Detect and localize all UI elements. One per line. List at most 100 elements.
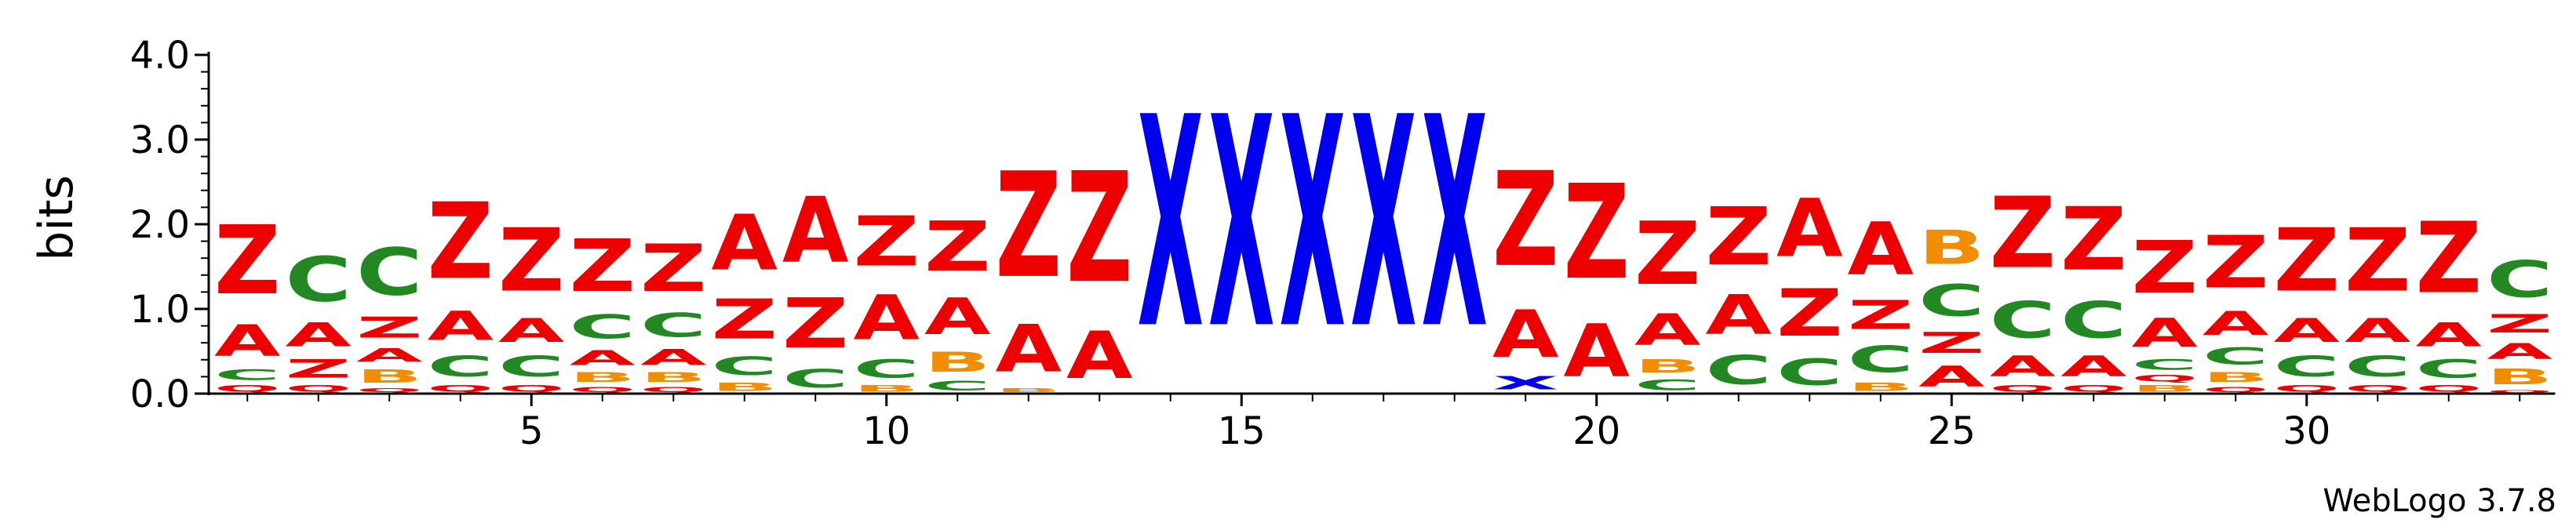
- glyph-c-pos-25: C: [1918, 275, 1984, 325]
- svg-text:A: A: [2203, 305, 2269, 343]
- glyph-b-pos-24: B: [1848, 381, 1914, 394]
- glyph-z-pos-28: Z: [2132, 225, 2198, 310]
- glyph-z-pos-19: Z: [1492, 144, 1559, 296]
- glyph-b-pos-25: B: [1918, 220, 1984, 275]
- glyph-layer: QCAZQZACQBAZCQCAZQCAZQBACZQBACZBCZACZABC…: [214, 56, 2553, 394]
- glyph-z-pos-7: Z: [640, 231, 706, 307]
- glyph-q-pos-2: Q: [286, 383, 352, 394]
- glyph-a-pos-13: A: [1066, 318, 1132, 394]
- glyph-a-pos-33: A: [2487, 339, 2553, 364]
- glyph-c-pos-33: C: [2487, 250, 2552, 309]
- svg-text:Q: Q: [2345, 383, 2410, 394]
- glyph-a-pos-25: A: [1918, 360, 1984, 394]
- glyph-z-pos-5: Z: [498, 209, 564, 311]
- svg-text:Q: Q: [1990, 383, 2056, 394]
- svg-text:Z: Z: [1706, 191, 1772, 283]
- glyph-a-pos-26: A: [1990, 350, 2056, 383]
- glyph-q-pos-30: Q: [2274, 383, 2340, 394]
- glyph-x-pos-15: X: [1208, 56, 1274, 394]
- y-tick-label: 2.0: [130, 203, 190, 247]
- svg-text:C: C: [286, 245, 352, 316]
- svg-text:Z: Z: [2132, 225, 2198, 310]
- glyph-c-pos-24: C: [1848, 339, 1915, 381]
- svg-text:B: B: [1918, 220, 1984, 275]
- svg-text:A: A: [996, 311, 1062, 387]
- glyph-a-pos-32: A: [2416, 316, 2483, 354]
- svg-text:C: C: [498, 350, 565, 383]
- glyph-a-pos-10: A: [854, 283, 920, 354]
- svg-text:Z: Z: [854, 202, 920, 282]
- glyph-x-pos-19: X: [1492, 372, 1558, 394]
- glyph-z-pos-4: Z: [428, 181, 494, 303]
- svg-text:Q: Q: [570, 385, 636, 394]
- svg-text:A: A: [1776, 182, 1843, 274]
- glyph-a-pos-9: A: [782, 179, 849, 284]
- glyph-q-pos-33: Q: [2487, 390, 2552, 394]
- svg-text:X: X: [1492, 372, 1558, 394]
- glyph-a-pos-27: A: [2060, 350, 2126, 383]
- glyph-q-pos-29: Q: [2203, 385, 2268, 394]
- glyph-z-pos-21: Z: [1634, 203, 1700, 305]
- glyph-z-pos-11: Z: [924, 207, 990, 287]
- glyph-x-pos-17: X: [1350, 56, 1416, 394]
- svg-text:A: A: [924, 288, 990, 347]
- svg-text:A: A: [712, 200, 778, 289]
- svg-text:B: B: [356, 365, 422, 387]
- svg-text:B: B: [640, 370, 706, 385]
- svg-text:Z: Z: [782, 284, 848, 364]
- svg-text:C: C: [2060, 291, 2126, 350]
- glyph-a-pos-4: A: [428, 303, 494, 350]
- glyph-b-pos-3: B: [356, 365, 422, 387]
- glyph-a-pos-30: A: [2274, 312, 2341, 350]
- svg-text:Z: Z: [498, 209, 564, 311]
- glyph-a-pos-31: A: [2345, 312, 2411, 350]
- svg-text:Q: Q: [2132, 373, 2198, 383]
- glyph-q-pos-7: Q: [640, 385, 706, 394]
- glyph-z-pos-20: Z: [1564, 157, 1630, 308]
- svg-text:Q: Q: [2487, 390, 2552, 394]
- glyph-a-pos-23: A: [1776, 182, 1843, 274]
- y-tick-label: 0.0: [130, 372, 190, 416]
- glyph-z-pos-26: Z: [1990, 177, 2056, 291]
- glyph-q-pos-27: Q: [2060, 383, 2126, 394]
- svg-text:A: A: [498, 312, 565, 350]
- glyph-b-pos-12: B: [996, 387, 1062, 394]
- svg-text:C: C: [2203, 343, 2269, 369]
- svg-text:Z: Z: [1564, 157, 1630, 308]
- svg-text:Z: Z: [640, 231, 706, 307]
- glyph-q-pos-28: Q: [2132, 373, 2198, 383]
- svg-text:X: X: [1138, 56, 1204, 394]
- svg-text:Q: Q: [214, 383, 280, 394]
- svg-text:A: A: [854, 283, 920, 354]
- svg-text:Q: Q: [640, 385, 706, 394]
- svg-text:A: A: [1564, 309, 1630, 394]
- svg-text:B: B: [1634, 356, 1700, 377]
- glyph-z-pos-27: Z: [2060, 188, 2126, 290]
- glyph-c-pos-9: C: [782, 364, 849, 393]
- glyph-c-pos-3: C: [356, 234, 422, 311]
- svg-text:C: C: [2416, 354, 2483, 383]
- svg-text:A: A: [1634, 306, 1700, 356]
- svg-text:Z: Z: [2345, 209, 2410, 311]
- svg-text:C: C: [1848, 339, 1915, 381]
- svg-text:Z: Z: [1918, 326, 1984, 360]
- glyph-a-pos-7: A: [640, 344, 707, 369]
- svg-text:Z: Z: [2274, 209, 2340, 311]
- glyph-c-pos-10: C: [854, 354, 920, 383]
- glyph-q-pos-32: Q: [2416, 383, 2482, 394]
- glyph-z-pos-2: Z: [286, 354, 352, 383]
- svg-text:Z: Z: [1990, 177, 2056, 291]
- glyph-b-pos-21: B: [1634, 356, 1700, 377]
- glyph-z-pos-10: Z: [854, 202, 920, 282]
- glyph-z-pos-31: Z: [2345, 209, 2410, 311]
- x-tick-label: 10: [862, 409, 910, 453]
- svg-text:A: A: [1492, 296, 1558, 372]
- glyph-a-pos-21: A: [1634, 306, 1700, 356]
- glyph-a-pos-2: A: [286, 316, 352, 354]
- glyph-z-pos-13: Z: [1066, 140, 1132, 317]
- svg-text:Q: Q: [356, 387, 422, 394]
- svg-text:A: A: [782, 179, 849, 284]
- glyph-z-pos-25: Z: [1918, 326, 1984, 360]
- svg-text:C: C: [1990, 291, 2056, 350]
- svg-text:Z: Z: [2203, 220, 2268, 304]
